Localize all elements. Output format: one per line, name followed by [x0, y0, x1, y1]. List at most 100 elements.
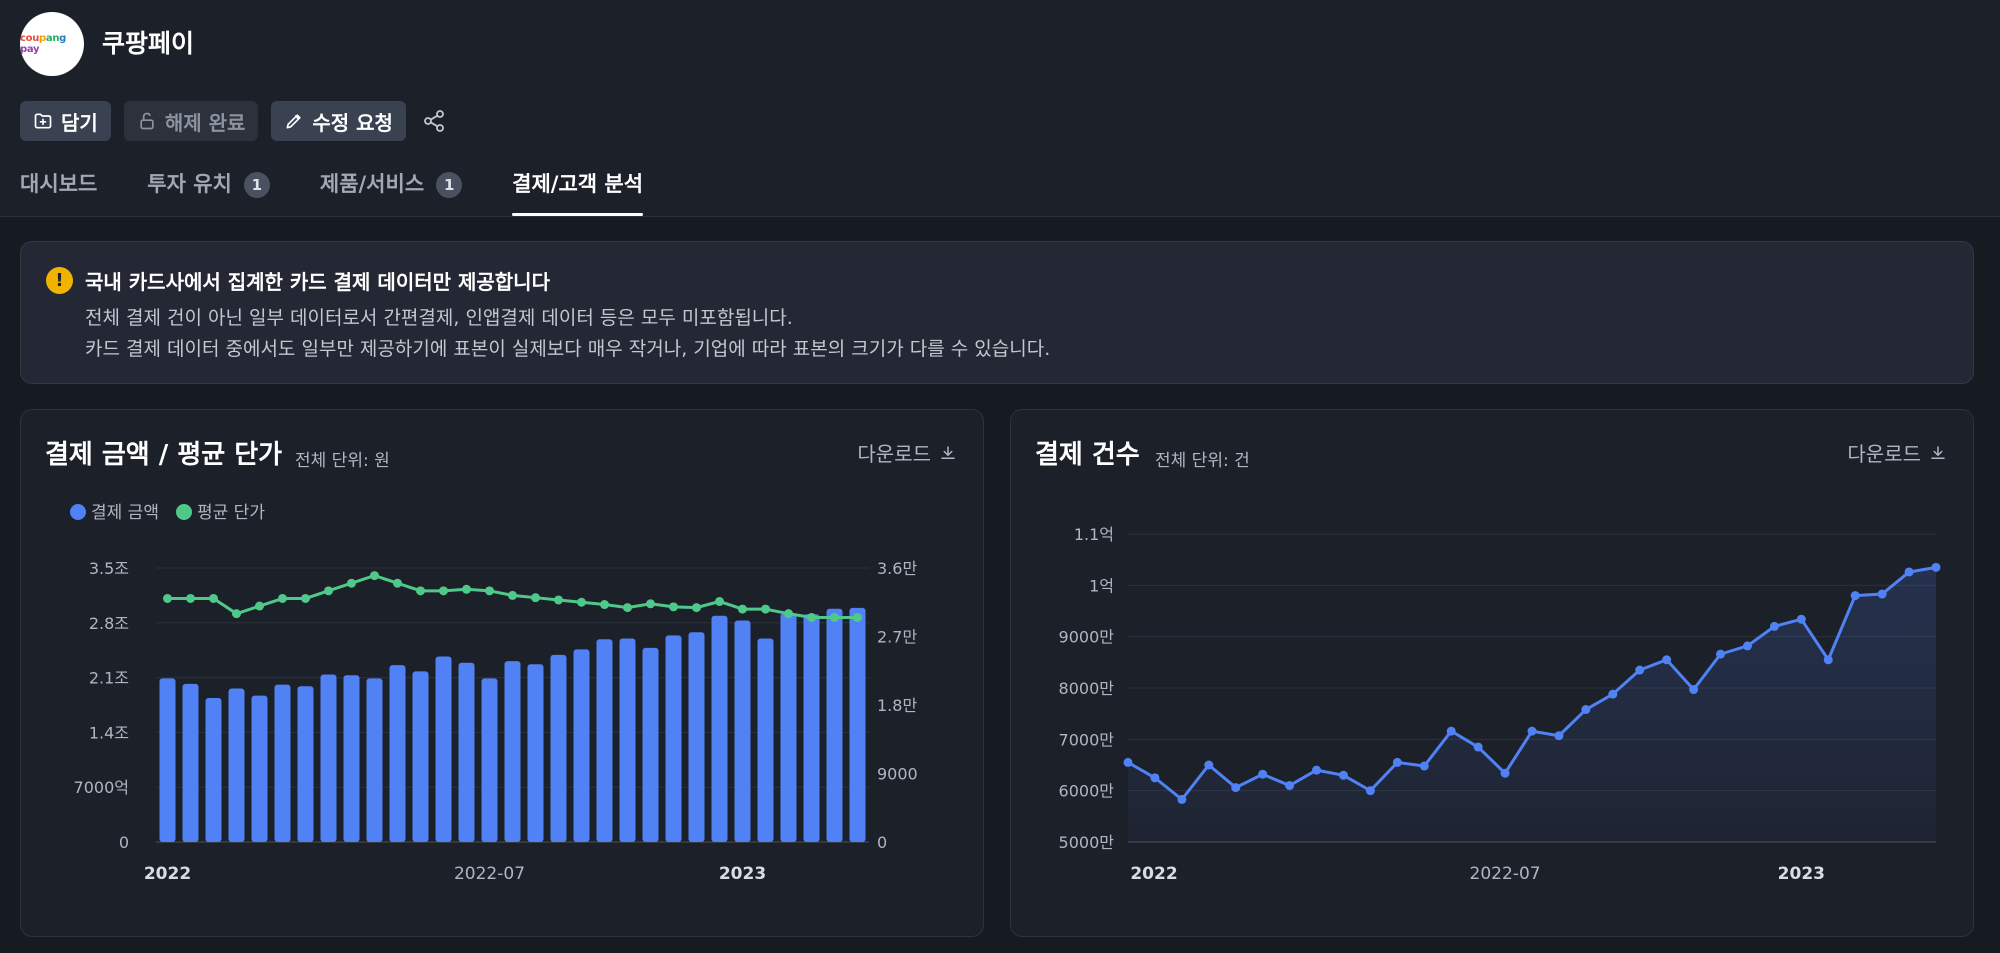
avg-price-point	[324, 586, 333, 596]
avg-price-point	[255, 601, 264, 611]
avg-price-point	[692, 603, 701, 613]
tab-investment[interactable]: 투자 유치 1	[147, 168, 270, 217]
count-point	[1392, 757, 1402, 767]
count-point	[1608, 689, 1618, 699]
legend-label-amount: 결제 금액	[91, 503, 159, 523]
bar	[274, 684, 291, 842]
y-right-tick-label: 3.6만	[877, 559, 917, 578]
amount-download-label: 다운로드	[857, 442, 931, 466]
count-point	[1150, 773, 1160, 783]
bar	[665, 635, 682, 842]
edit-request-label: 수정 요청	[312, 110, 393, 135]
count-download-button[interactable]: 다운로드	[1847, 438, 1947, 467]
bar	[412, 671, 429, 842]
count-point	[1473, 742, 1483, 752]
notice-line-1: 전체 결제 건이 아닌 일부 데이터로서 간편결제, 인앱결제 데이터 등은 모…	[85, 307, 793, 329]
count-point	[1581, 705, 1591, 715]
count-point	[1365, 786, 1375, 796]
avg-price-point	[853, 612, 862, 622]
legend-label-avg: 평균 단가	[197, 503, 265, 523]
avg-price-point	[715, 596, 724, 606]
y-tick-label: 5000만	[1059, 833, 1115, 852]
bar	[527, 664, 544, 842]
bar	[711, 615, 728, 842]
bar	[182, 683, 199, 842]
tab-dashboard[interactable]: 대시보드	[20, 168, 97, 217]
avg-price-point	[393, 578, 402, 588]
count-point	[1446, 726, 1456, 736]
download-icon	[1931, 445, 1945, 459]
tab-payment-analysis-label: 결제/고객 분석	[512, 172, 644, 196]
company-header: coupang pay 쿠팡페이 담기 해제 완료 수정 요청 대시보드 투자 …	[0, 0, 2000, 217]
count-chart-title: 결제 건수	[1035, 440, 1140, 470]
tab-bar: 대시보드 투자 유치 1 제품/서비스 1 결제/고객 분석	[20, 168, 643, 217]
bar	[389, 665, 406, 842]
avg-price-point	[485, 586, 494, 596]
edit-request-button[interactable]: 수정 요청	[271, 101, 406, 141]
count-chart: 5000만 6000만 7000만 8000만 9000만 1억 1.1억 2022 2022-…	[1059, 525, 1941, 884]
bar	[780, 613, 797, 842]
warning-icon: !	[46, 267, 73, 294]
share-icon	[424, 110, 444, 132]
avg-price-point	[462, 584, 471, 594]
count-point	[1931, 562, 1941, 572]
amount-download-button[interactable]: 다운로드	[857, 438, 957, 467]
avg-price-point	[278, 593, 287, 603]
save-button[interactable]: 담기	[20, 101, 111, 141]
count-point	[1716, 649, 1726, 659]
count-point	[1527, 726, 1537, 736]
count-point	[1662, 655, 1672, 665]
count-point	[1904, 567, 1914, 577]
count-point	[1769, 621, 1779, 631]
count-point	[1635, 665, 1645, 675]
notice-title: 국내 카드사에서 집계한 카드 결제 데이터만 제공합니다	[85, 270, 550, 294]
unlock-button[interactable]: 해제 완료	[123, 101, 259, 141]
bar	[849, 607, 866, 842]
x-tick-label: 2022-07	[1470, 864, 1541, 884]
x-tick-label: 2022-07	[454, 864, 525, 884]
tab-payment-analysis[interactable]: 결제/고객 분석	[512, 168, 643, 217]
y-tick-label: 1.1억	[1074, 525, 1114, 544]
y-left-tick-label: 3.5조	[89, 559, 129, 578]
bar	[573, 649, 590, 842]
y-left-tick-label: 7000억	[74, 778, 129, 797]
y-left-tick-label: 1.4조	[89, 723, 129, 742]
y-left-tick-label: 2.1조	[89, 669, 129, 688]
notice-line-2: 카드 결제 데이터 중에서도 일부만 제공하기에 표본이 실제보다 매우 작거나…	[85, 338, 1051, 360]
logo-wordmark: coupang pay	[20, 33, 67, 55]
count-point	[1285, 781, 1295, 791]
count-point	[1338, 770, 1348, 780]
count-point	[1554, 731, 1564, 741]
save-button-label: 담기	[61, 110, 98, 135]
bar	[159, 678, 176, 842]
avg-price-point	[623, 603, 632, 613]
avg-price-point	[761, 604, 770, 614]
count-point	[1877, 589, 1887, 599]
count-point	[1850, 591, 1860, 601]
share-button[interactable]	[419, 101, 449, 141]
tab-products[interactable]: 제품/서비스 1	[320, 168, 463, 217]
amount-chart-card: 결제 금액 평균 단가 0 7000억 1.4조 2.1조 2.8조 3.5조 0 9000 1.8…	[20, 409, 984, 937]
x-tick-label: 2023	[1778, 864, 1825, 884]
count-point	[1689, 685, 1699, 695]
y-left-tick-label: 0	[119, 833, 129, 852]
y-tick-label: 6000만	[1059, 782, 1115, 801]
count-point	[1500, 768, 1510, 778]
avg-price-point	[163, 593, 172, 603]
x-tick-label: 2022	[1130, 864, 1177, 884]
bar	[504, 661, 521, 842]
y-tick-label: 9000만	[1059, 628, 1115, 647]
count-chart-card: 5000만 6000만 7000만 8000만 9000만 1억 1.1억 2022 2022-…	[1010, 409, 1974, 937]
download-icon	[941, 445, 955, 459]
bar	[205, 697, 222, 842]
unlock-button-label: 해제 완료	[164, 110, 246, 135]
count-point	[1231, 783, 1241, 793]
bar	[251, 695, 268, 842]
bar	[366, 678, 383, 842]
avg-price-point	[600, 600, 609, 610]
count-point	[1312, 765, 1322, 775]
bar	[642, 647, 659, 842]
bar	[734, 620, 751, 842]
bar	[458, 662, 475, 842]
y-tick-label: 7000만	[1059, 730, 1115, 749]
